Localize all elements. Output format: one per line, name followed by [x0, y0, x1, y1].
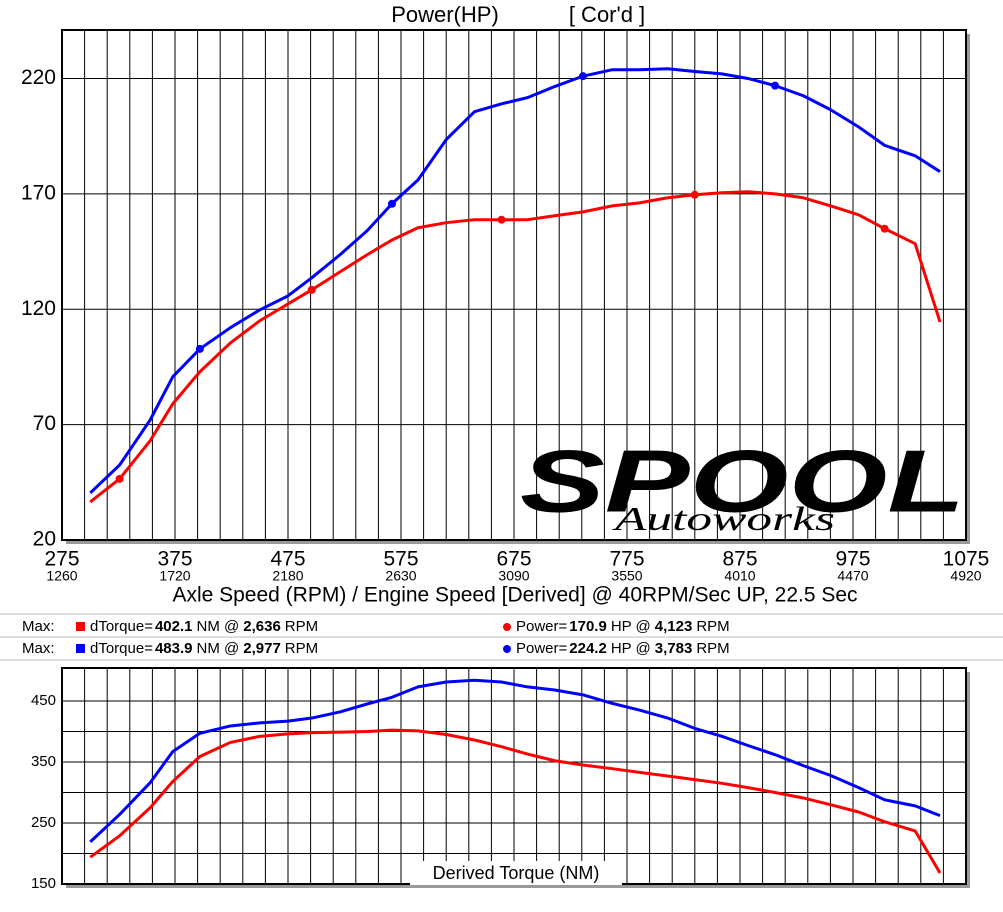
torque-stat: dTorque= 402.1 NM @2,636 RPM [90, 618, 318, 635]
series-line [89, 67, 941, 495]
series-line [89, 190, 942, 504]
x-tick-label: 1075 [943, 548, 990, 571]
x-tick-label: 275 [44, 548, 79, 571]
stat-part: RPM [285, 618, 318, 635]
stat-part: RPM [696, 618, 729, 635]
series-line [89, 728, 942, 874]
x-tick-label: 975 [835, 548, 870, 571]
stat-part: 3,783 [655, 640, 693, 657]
watermark-sub: Autoworks [612, 501, 835, 538]
stat-part: 224.2 [569, 640, 607, 657]
stat-part: Power= [516, 618, 568, 635]
x-tick-label: 575 [383, 548, 418, 571]
power-stat: Power= 224.2 HP @3,783 RPM [516, 640, 730, 657]
stat-part: 170.9 [569, 618, 607, 635]
x-tick-label: 375 [157, 548, 192, 571]
series-marker [880, 224, 889, 233]
y-tick-label: 120 [21, 297, 56, 320]
y-tick-label: 450 [31, 692, 56, 709]
y-tick-label: 70 [33, 412, 56, 435]
x-tick-label: 875 [722, 548, 757, 571]
legend-square [76, 622, 85, 631]
row-label: Max: [22, 640, 55, 657]
stat-part: 2,977 [243, 640, 281, 657]
stat-part: NM @ [197, 640, 240, 657]
engine-tick-label: 3090 [498, 568, 529, 584]
engine-tick-label: 3550 [611, 568, 642, 584]
power-stat: Power= 170.9 HP @4,123 RPM [516, 618, 730, 635]
stat-part: dTorque= [90, 640, 153, 657]
engine-tick-label: 2180 [272, 568, 303, 584]
chart-title: Power(HP) [391, 2, 499, 27]
stat-part: 2,636 [243, 618, 281, 635]
series-line [89, 678, 941, 843]
stat-part: Power= [516, 640, 568, 657]
stat-part: NM @ [197, 618, 240, 635]
x-tick-label: 475 [270, 548, 305, 571]
stat-part: RPM [696, 640, 729, 657]
y-tick-label: 20 [33, 528, 56, 551]
engine-tick-label: 4470 [837, 568, 868, 584]
series-marker [195, 344, 204, 353]
title-box [410, 861, 622, 885]
y-tick-label: 350 [31, 753, 56, 770]
plot-border [61, 29, 967, 541]
torque-stat: dTorque= 483.9 NM @2,977 RPM [90, 640, 318, 657]
y-tick-label: 150 [31, 875, 56, 892]
stat-part: RPM [285, 640, 318, 657]
series-marker [578, 72, 587, 81]
legend-dot [503, 623, 511, 631]
series-marker [387, 199, 396, 208]
stat-part: HP @ [611, 640, 651, 657]
stat-part: 4,123 [655, 618, 693, 635]
engine-tick-label: 2630 [385, 568, 416, 584]
x-tick-label: 675 [496, 548, 531, 571]
engine-tick-label: 1260 [46, 568, 77, 584]
engine-tick-label: 4010 [724, 568, 755, 584]
engine-tick-label: 1720 [159, 568, 190, 584]
x-tick-label: 775 [609, 548, 644, 571]
series-marker [307, 285, 316, 294]
series-marker [690, 190, 699, 199]
series-marker [115, 474, 124, 483]
stat-part: HP @ [611, 618, 651, 635]
y-tick-label: 220 [21, 66, 56, 89]
stat-part: 483.9 [155, 640, 193, 657]
y-tick-label: 250 [31, 814, 56, 831]
x-axis-label: Axle Speed (RPM) / Engine Speed [Derived… [172, 584, 857, 607]
series-marker [771, 81, 780, 90]
chart-title: Derived Torque (NM) [433, 863, 600, 883]
legend-dot [503, 645, 511, 653]
chart-subtitle: [ Cor'd ] [569, 2, 645, 27]
stat-part: 402.1 [155, 618, 193, 635]
legend-square [76, 644, 85, 653]
series-marker [497, 215, 506, 224]
y-tick-label: 170 [21, 181, 56, 204]
engine-tick-label: 4920 [950, 568, 981, 584]
stat-part: dTorque= [90, 618, 153, 635]
watermark-main: SPOOL [520, 431, 965, 530]
row-label: Max: [22, 618, 55, 635]
